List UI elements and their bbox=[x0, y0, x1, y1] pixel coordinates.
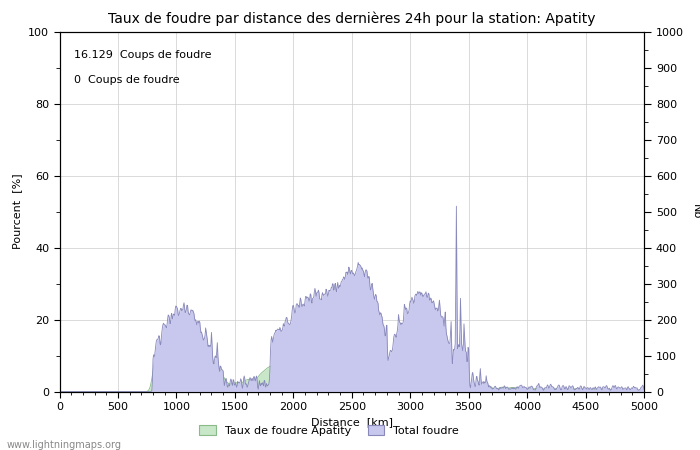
Y-axis label: Pourcent  [%]: Pourcent [%] bbox=[13, 174, 22, 249]
Y-axis label: Nb: Nb bbox=[690, 204, 700, 219]
Legend: Taux de foudre Apatity, Total foudre: Taux de foudre Apatity, Total foudre bbox=[195, 420, 463, 440]
X-axis label: Distance  [km]: Distance [km] bbox=[311, 418, 393, 428]
Text: 16.129  Coups de foudre: 16.129 Coups de foudre bbox=[74, 50, 211, 59]
Title: Taux de foudre par distance des dernières 24h pour la station: Apatity: Taux de foudre par distance des dernière… bbox=[108, 12, 596, 26]
Text: www.lightningmaps.org: www.lightningmaps.org bbox=[7, 440, 122, 450]
Text: 0  Coups de foudre: 0 Coups de foudre bbox=[74, 75, 180, 85]
